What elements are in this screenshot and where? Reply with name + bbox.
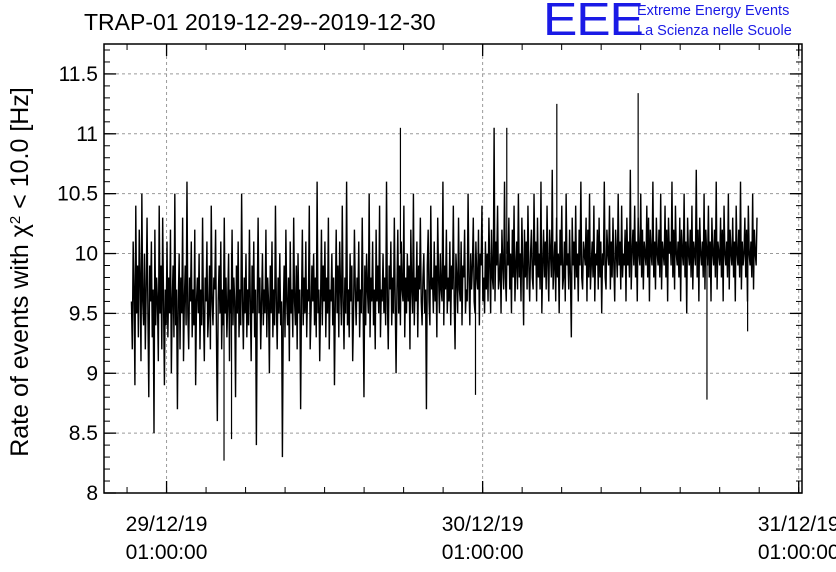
y-tick-label: 10 bbox=[75, 243, 98, 266]
x-tick-label-date: 30/12/19 bbox=[442, 513, 524, 536]
y-tick-label: 10.5 bbox=[57, 183, 98, 206]
x-tick-labels: 29/12/19 01:00:00 30/12/19 01:00:00 31/12/19… bbox=[126, 513, 836, 564]
y-tick-labels: 8 8.5 9 9.5 10 10.5 11 11.5 bbox=[57, 63, 98, 505]
y-axis-title: Rate of events with χ2 < 10.0 [Hz] bbox=[6, 87, 34, 457]
chart-title: TRAP-01 2019-12-29--2019-12-30 bbox=[84, 9, 436, 35]
data-series-line bbox=[130, 127, 758, 458]
y-tick-label: 8.5 bbox=[69, 422, 98, 445]
y-tick-label: 9.5 bbox=[69, 302, 98, 325]
logo-text-line1: Extreme Energy Events bbox=[637, 3, 790, 19]
x-tick-label-time: 01:00:00 bbox=[758, 541, 836, 564]
y-tick-label: 8 bbox=[86, 482, 98, 505]
eee-logo-icon: EEE bbox=[543, 0, 644, 45]
x-tick-label-date: 31/12/19 bbox=[758, 513, 836, 536]
x-tick-label-time: 01:00:00 bbox=[126, 541, 208, 564]
grid-layer bbox=[104, 44, 802, 493]
y-tick-label: 11 bbox=[76, 123, 98, 146]
tick-layer bbox=[104, 44, 802, 494]
y-tick-label: 9 bbox=[86, 362, 98, 385]
x-tick-label-date: 29/12/19 bbox=[126, 513, 208, 536]
logo-text-line2: La Scienza nelle Scuole bbox=[637, 23, 792, 39]
series-layer bbox=[130, 93, 758, 461]
plot-frame bbox=[103, 43, 803, 494]
y-tick-label: 11.5 bbox=[59, 63, 98, 86]
x-tick-label-time: 01:00:00 bbox=[442, 541, 524, 564]
